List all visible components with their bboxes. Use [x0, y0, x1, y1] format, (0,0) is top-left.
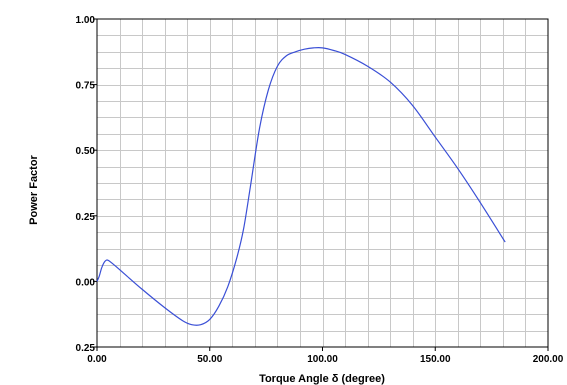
y-tick-label-5: 0.25 [76, 343, 96, 354]
x-tick-label-4: 200.00 [533, 354, 564, 365]
power-factor-curve [96, 47, 506, 326]
minor-grid [97, 19, 548, 347]
y-tick-label-0: 1.00 [76, 15, 96, 26]
y-tick-label-1: 0.75 [76, 81, 96, 92]
y-tick-label-3: 0.25 [76, 212, 96, 223]
x-tick-label-1: 50.00 [197, 354, 222, 365]
y-tick-label-2: 0.50 [76, 146, 96, 157]
y-tick-label-4: 0.00 [76, 277, 96, 288]
x-axis: 0.00 50.00 100.00 150.00 200.00 [87, 347, 564, 365]
y-axis: 1.00 0.75 0.50 0.25 0.00 0.25 [76, 15, 97, 354]
x-axis-title: Torque Angle δ (degree) [259, 373, 385, 385]
y-axis-title: Power Factor [28, 154, 40, 224]
x-tick-label-3: 150.00 [420, 354, 451, 365]
x-tick-label-0: 0.00 [87, 354, 107, 365]
x-tick-label-2: 100.00 [307, 354, 338, 365]
